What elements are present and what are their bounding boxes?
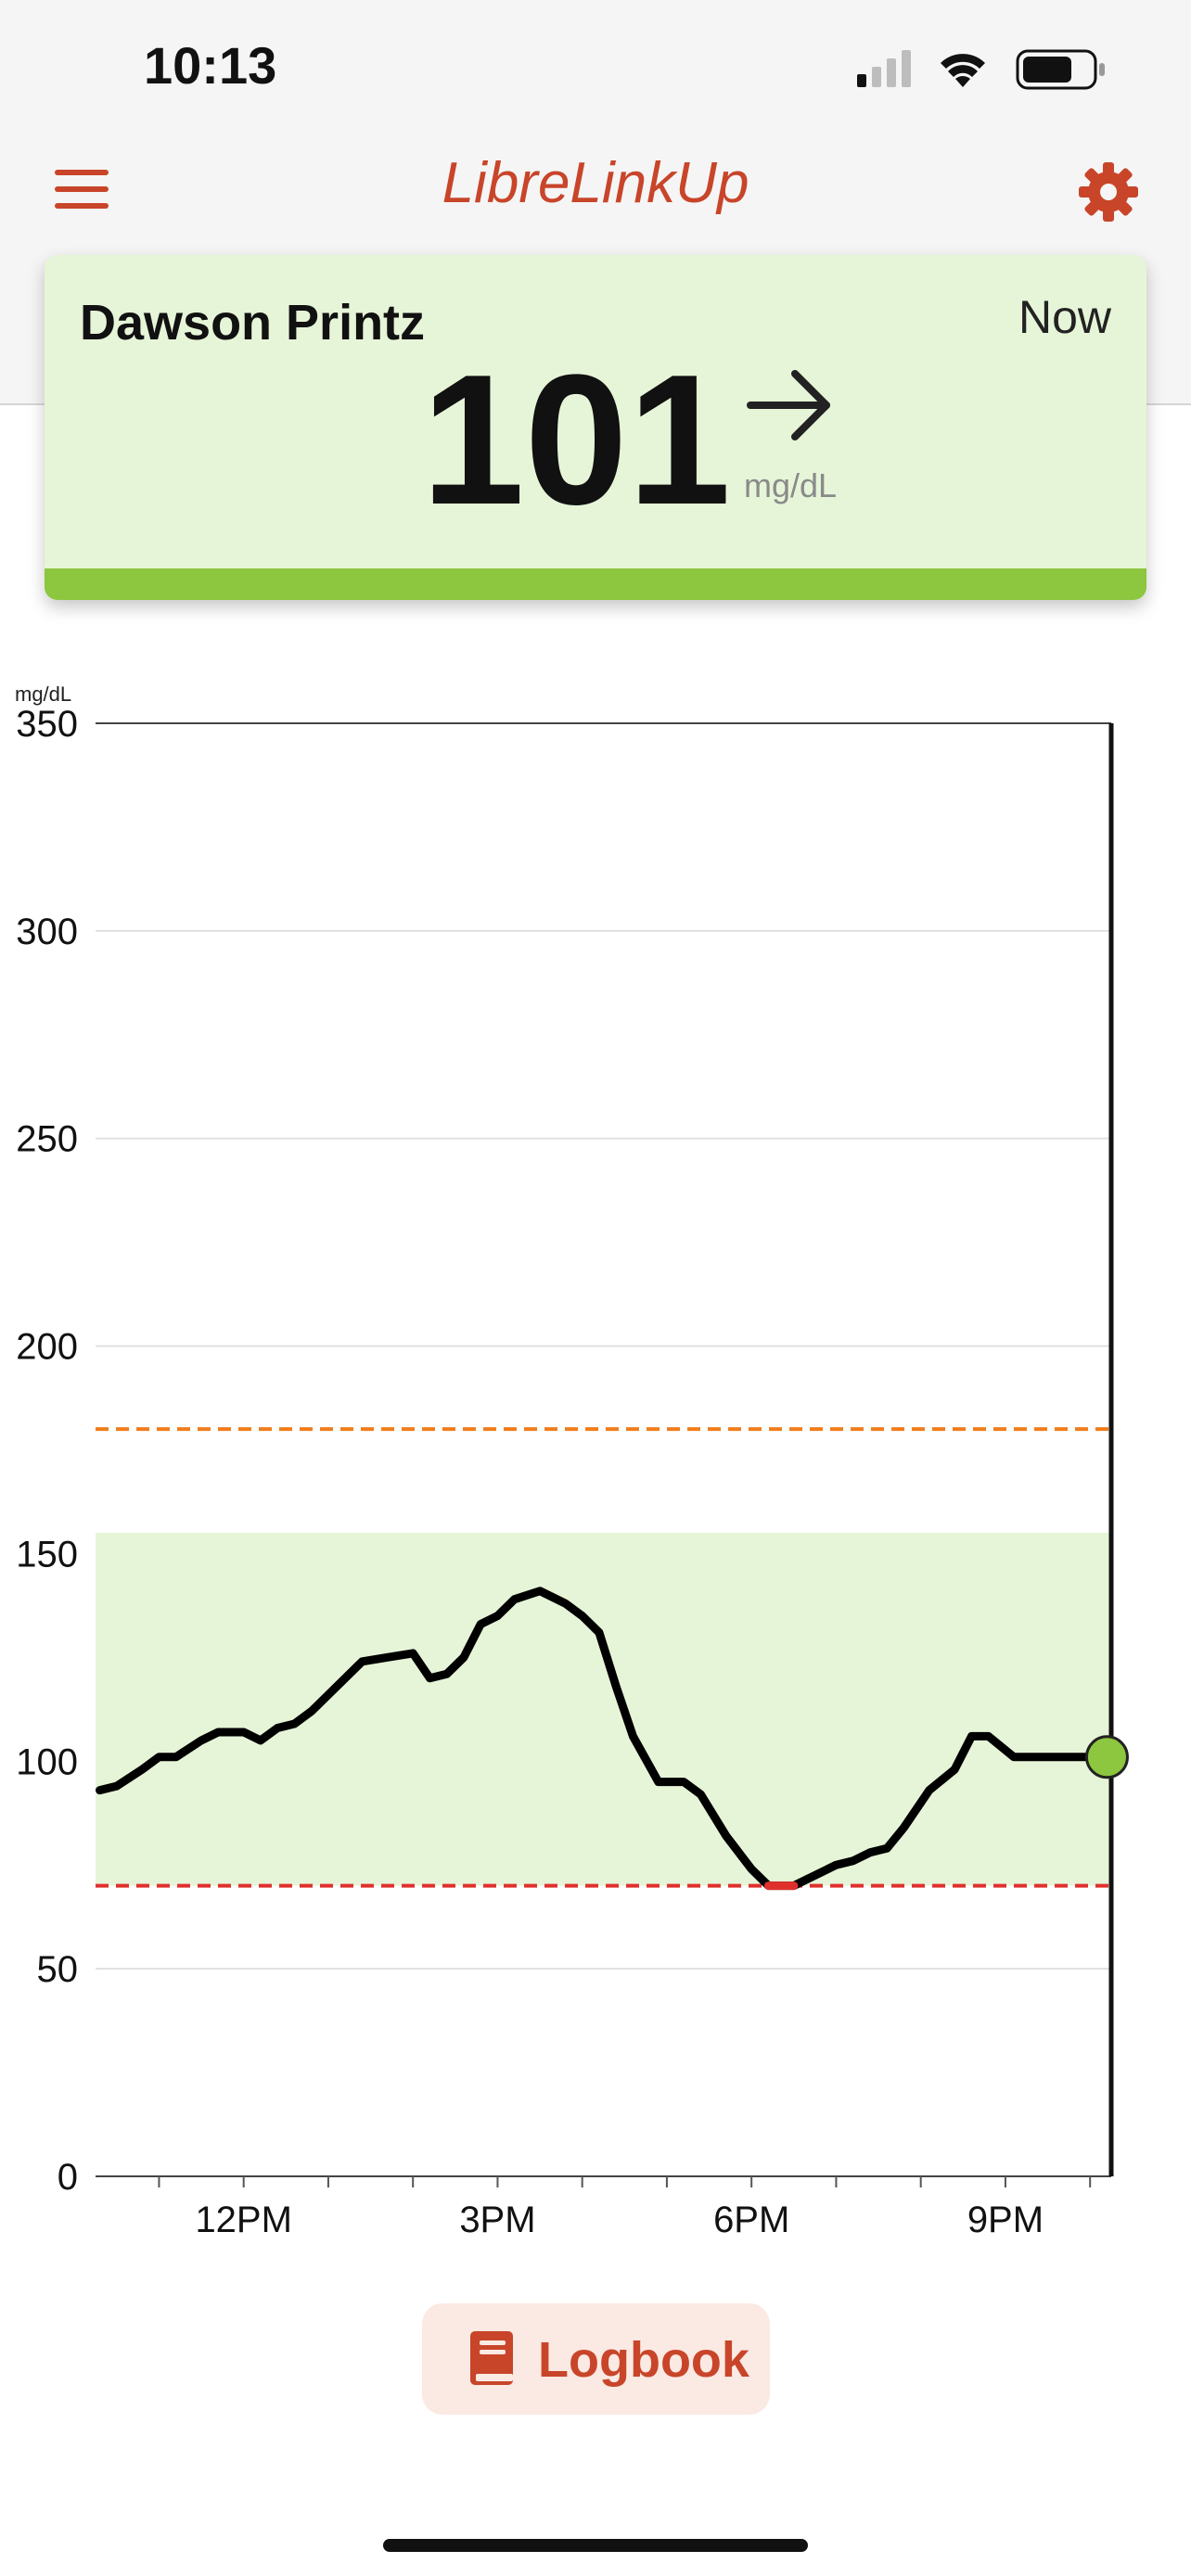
y-tick-label: 200 bbox=[16, 1327, 78, 1368]
glucose-unit: mg/dL bbox=[744, 466, 838, 504]
y-tick-label: 50 bbox=[37, 1949, 79, 1990]
app-title: LibreLinkUp bbox=[442, 151, 749, 215]
battery-icon bbox=[1016, 49, 1105, 90]
y-tick-label: 350 bbox=[16, 704, 78, 745]
glucose-value: 101 bbox=[421, 337, 731, 543]
reading-time: Now bbox=[1018, 291, 1111, 343]
x-tick-label: 12PM bbox=[195, 2200, 292, 2240]
x-tick-label: 6PM bbox=[713, 2200, 789, 2240]
status-icons bbox=[857, 49, 1105, 90]
y-tick-label: 300 bbox=[16, 912, 78, 952]
y-tick-label: 250 bbox=[16, 1119, 78, 1160]
logbook-label: Logbook bbox=[538, 2332, 749, 2388]
arrow-right-icon bbox=[747, 370, 830, 440]
logbook-button[interactable]: Logbook bbox=[422, 2303, 770, 2415]
gear-icon[interactable] bbox=[1076, 159, 1141, 224]
book-icon bbox=[470, 2331, 513, 2385]
y-tick-label: 150 bbox=[16, 1534, 78, 1575]
glucose-chart[interactable]: mg/dL 0 50 100 150 200 250 300 350 12PM 3PM 6PM 9P… bbox=[0, 668, 1191, 2244]
y-tick-label: 100 bbox=[16, 1741, 78, 1782]
x-tick-label: 9PM bbox=[967, 2200, 1044, 2240]
hamburger-menu-icon[interactable] bbox=[51, 162, 116, 218]
home-indicator bbox=[383, 2539, 808, 2552]
target-range-band bbox=[96, 1533, 1111, 1886]
wifi-icon bbox=[941, 54, 985, 87]
current-reading-point bbox=[1084, 1735, 1129, 1779]
cellular-signal-icon bbox=[857, 50, 911, 87]
x-tick-label: 3PM bbox=[459, 2200, 535, 2240]
patient-name: Dawson Printz bbox=[80, 295, 426, 351]
status-time: 10:13 bbox=[144, 36, 277, 95]
chart-unit-label: mg/dL bbox=[15, 682, 71, 706]
y-tick-label: 0 bbox=[58, 2157, 78, 2198]
current-reading-card[interactable]: Dawson Printz Now 101 mg/dL bbox=[45, 255, 1146, 600]
range-status-bar bbox=[45, 568, 1146, 600]
glucose-series-line bbox=[96, 1587, 1111, 1891]
